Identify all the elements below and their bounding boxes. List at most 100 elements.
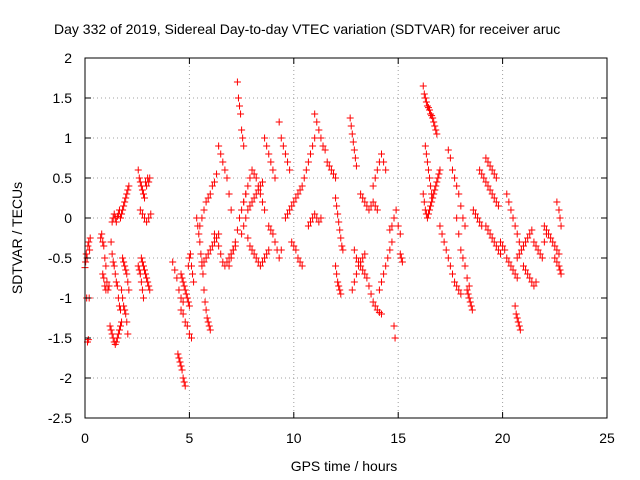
series-track-52 xyxy=(421,142,436,198)
data-point xyxy=(532,242,540,250)
data-point xyxy=(448,270,456,278)
data-point xyxy=(515,250,523,258)
series-track-27 xyxy=(240,166,269,214)
data-point xyxy=(227,206,235,214)
data-point xyxy=(123,318,131,326)
data-point xyxy=(431,186,439,194)
data-point xyxy=(396,230,404,238)
data-point xyxy=(505,198,513,206)
data-point xyxy=(136,206,144,214)
series-track-01 xyxy=(81,234,94,272)
data-point xyxy=(143,274,151,282)
data-point xyxy=(144,278,152,286)
y-tick-label: 1.5 xyxy=(53,90,73,106)
data-point xyxy=(174,350,182,358)
data-point xyxy=(121,198,129,206)
data-point xyxy=(532,278,540,286)
data-point xyxy=(240,198,248,206)
data-point xyxy=(107,238,115,246)
data-point xyxy=(430,118,438,126)
data-point xyxy=(213,234,221,242)
series-track-47 xyxy=(386,206,404,238)
data-point xyxy=(175,286,183,294)
data-point xyxy=(122,310,130,318)
data-point xyxy=(315,218,323,226)
y-tick-label: -2.5 xyxy=(48,410,72,426)
data-point xyxy=(292,194,300,202)
data-point xyxy=(476,166,484,174)
data-point xyxy=(311,110,319,118)
data-point xyxy=(557,222,565,230)
series-track-08 xyxy=(118,286,132,338)
data-point xyxy=(433,130,441,138)
data-point xyxy=(357,258,365,266)
data-point xyxy=(346,114,354,122)
y-tick-label: -2 xyxy=(60,370,73,386)
data-point xyxy=(183,294,191,302)
data-point xyxy=(277,134,285,142)
data-point xyxy=(448,166,456,174)
series-track-45 xyxy=(375,238,396,294)
series-track-44 xyxy=(357,190,381,214)
series-track-03 xyxy=(97,230,113,294)
data-point xyxy=(392,206,400,214)
data-point xyxy=(522,266,530,274)
data-point xyxy=(490,194,498,202)
data-point xyxy=(233,78,241,86)
data-point xyxy=(505,258,513,266)
data-point xyxy=(348,130,356,138)
data-point xyxy=(398,258,406,266)
series-track-38 xyxy=(323,158,340,182)
data-point xyxy=(189,270,197,278)
data-point xyxy=(423,102,431,110)
data-point xyxy=(292,246,300,254)
data-point xyxy=(517,246,525,254)
data-point xyxy=(145,214,153,222)
data-point xyxy=(377,278,385,286)
data-point xyxy=(208,182,216,190)
data-point xyxy=(196,222,204,230)
data-point xyxy=(146,174,154,182)
data-point xyxy=(138,258,146,266)
data-point xyxy=(85,238,93,246)
data-point xyxy=(484,182,492,190)
data-point xyxy=(509,214,517,222)
series-track-48 xyxy=(390,322,399,342)
data-point xyxy=(465,282,473,290)
data-point xyxy=(135,174,143,182)
data-point xyxy=(516,326,524,334)
data-point xyxy=(141,266,149,274)
data-point xyxy=(511,270,519,278)
data-point xyxy=(138,286,146,294)
data-point xyxy=(236,102,244,110)
data-point xyxy=(455,286,463,294)
data-point xyxy=(339,246,347,254)
series-track-50 xyxy=(419,82,441,138)
data-point xyxy=(361,250,369,258)
data-point xyxy=(367,290,375,298)
data-point xyxy=(384,254,392,262)
data-point xyxy=(267,226,275,234)
data-point xyxy=(202,306,210,314)
data-point xyxy=(171,266,179,274)
data-point xyxy=(388,238,396,246)
data-point xyxy=(429,194,437,202)
data-point xyxy=(436,166,444,174)
data-point xyxy=(261,134,269,142)
data-point xyxy=(146,286,154,294)
data-point xyxy=(250,170,258,178)
data-point xyxy=(110,262,118,270)
data-point xyxy=(363,274,371,282)
data-point xyxy=(111,270,119,278)
series-track-34 xyxy=(288,238,306,270)
data-point xyxy=(369,198,377,206)
data-point xyxy=(350,246,358,254)
data-point xyxy=(512,310,520,318)
data-point xyxy=(185,330,193,338)
data-point xyxy=(480,174,488,182)
data-point xyxy=(298,262,306,270)
series-track-14 xyxy=(142,174,154,190)
data-point xyxy=(195,230,203,238)
data-point xyxy=(116,214,124,222)
data-point xyxy=(181,286,189,294)
